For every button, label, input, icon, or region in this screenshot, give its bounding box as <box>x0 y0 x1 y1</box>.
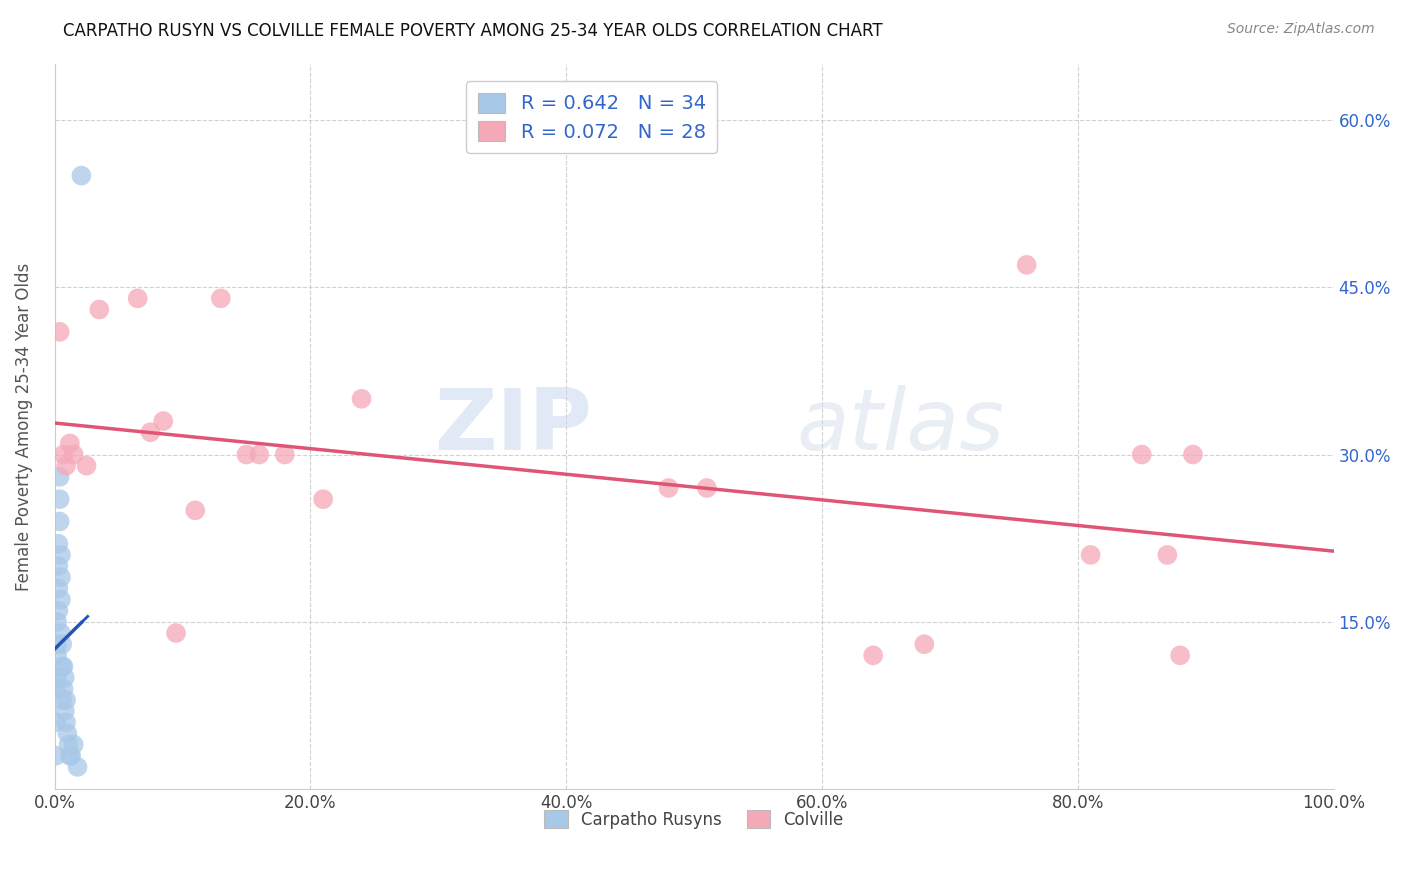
Legend: Carpatho Rusyns, Colville: Carpatho Rusyns, Colville <box>537 804 851 835</box>
Point <box>48 325 70 339</box>
Point <box>60 748 83 763</box>
Point <box>152 414 174 428</box>
Point <box>1080 548 1102 562</box>
Point <box>1015 258 1038 272</box>
Point <box>48 515 70 529</box>
Text: ZIP: ZIP <box>434 385 592 468</box>
Point <box>1181 448 1204 462</box>
Point <box>48 470 70 484</box>
Point <box>45 748 67 763</box>
Point <box>52 448 75 462</box>
Point <box>165 626 187 640</box>
Point <box>52 659 75 673</box>
Point <box>70 169 93 183</box>
Point <box>55 693 77 707</box>
Point <box>235 448 257 462</box>
Point <box>1130 448 1153 462</box>
Point <box>59 436 82 450</box>
Y-axis label: Female Poverty Among 25-34 Year Olds: Female Poverty Among 25-34 Year Olds <box>15 262 32 591</box>
Point <box>46 671 69 685</box>
Point <box>49 626 72 640</box>
Point <box>55 458 77 473</box>
Point <box>46 637 69 651</box>
Point <box>657 481 679 495</box>
Point <box>127 291 149 305</box>
Point <box>76 458 98 473</box>
Point <box>184 503 207 517</box>
Point <box>49 570 72 584</box>
Text: Source: ZipAtlas.com: Source: ZipAtlas.com <box>1227 22 1375 37</box>
Point <box>48 604 70 618</box>
Point <box>66 760 89 774</box>
Point <box>48 559 70 574</box>
Point <box>58 738 80 752</box>
Point <box>49 592 72 607</box>
Point <box>51 637 73 651</box>
Point <box>912 637 935 651</box>
Point <box>48 537 70 551</box>
Point <box>55 715 77 730</box>
Point <box>45 681 67 696</box>
Point <box>312 492 335 507</box>
Point <box>56 726 79 740</box>
Point <box>49 548 72 562</box>
Point <box>696 481 718 495</box>
Point <box>52 681 75 696</box>
Point <box>247 448 270 462</box>
Text: atlas: atlas <box>796 385 1004 468</box>
Point <box>51 659 73 673</box>
Point <box>350 392 373 406</box>
Point <box>51 693 73 707</box>
Point <box>45 715 67 730</box>
Point <box>46 615 69 629</box>
Point <box>62 738 84 752</box>
Point <box>62 448 84 462</box>
Point <box>48 582 70 596</box>
Point <box>53 704 76 718</box>
Point <box>53 671 76 685</box>
Point <box>1156 548 1178 562</box>
Point <box>139 425 162 440</box>
Point <box>89 302 111 317</box>
Point <box>59 748 82 763</box>
Point <box>209 291 232 305</box>
Text: CARPATHO RUSYN VS COLVILLE FEMALE POVERTY AMONG 25-34 YEAR OLDS CORRELATION CHAR: CARPATHO RUSYN VS COLVILLE FEMALE POVERT… <box>63 22 883 40</box>
Point <box>46 648 69 663</box>
Point <box>274 448 297 462</box>
Point <box>1168 648 1191 663</box>
Point <box>48 492 70 507</box>
Point <box>862 648 884 663</box>
